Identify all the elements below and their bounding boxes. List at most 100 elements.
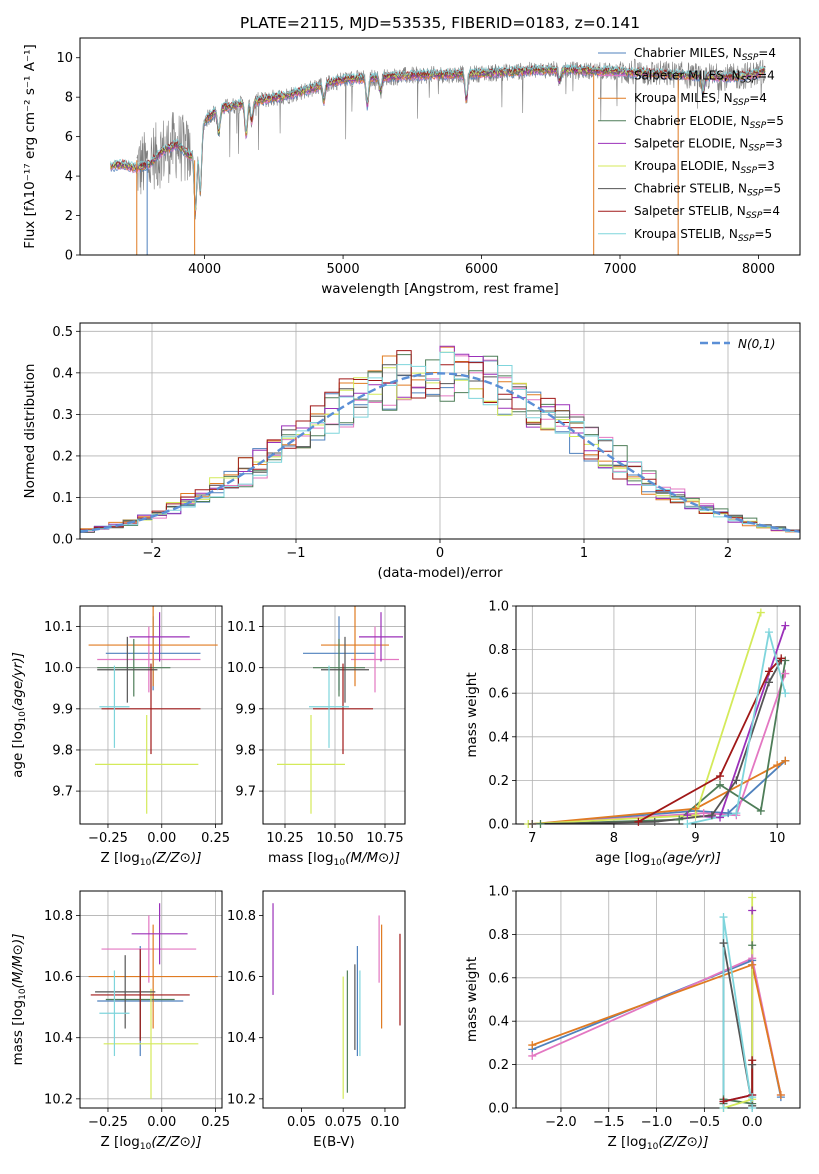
x-tick-label: 9 bbox=[691, 831, 699, 846]
y-tick-label: 10.6 bbox=[44, 970, 73, 985]
weight-line-4 bbox=[723, 910, 754, 1103]
weight-marker bbox=[719, 913, 728, 922]
weight-marker bbox=[707, 811, 716, 820]
age-vs-mass-grid bbox=[263, 606, 405, 824]
mass-vs-ebv-plot-area bbox=[272, 903, 401, 1099]
weight-line-6 bbox=[532, 660, 782, 824]
y-tick-label: 6 bbox=[65, 130, 73, 145]
y-tick-label: 1.0 bbox=[488, 885, 509, 900]
age-vs-mass-frame bbox=[262, 605, 406, 825]
x-tick-label: −0.25 bbox=[88, 1115, 128, 1130]
mass-weight-vs-z-frame bbox=[515, 890, 801, 1109]
y-tick-label: 9.8 bbox=[52, 743, 73, 758]
age-vs-mass-axes: 10.25 10.50 10.75 9.7 9.8 9.9 10.0 10.1 mass [lo… bbox=[227, 605, 406, 868]
x-tick-label: 1 bbox=[580, 546, 588, 561]
weight-marker bbox=[699, 809, 708, 818]
y-tick-label: 10 bbox=[56, 51, 73, 66]
weight-marker bbox=[719, 939, 728, 948]
weight-marker bbox=[716, 813, 725, 822]
legend-entry: N(0,1) bbox=[738, 337, 775, 351]
weight-marker bbox=[650, 817, 659, 826]
y-tick-label: 10.0 bbox=[227, 661, 256, 676]
histogram-series-6 bbox=[80, 364, 800, 533]
x-tick-label: 2 bbox=[724, 546, 732, 561]
weight-marker bbox=[748, 906, 757, 915]
y-tick-label: 0.3 bbox=[52, 408, 73, 423]
weight-marker bbox=[719, 1104, 728, 1112]
mass-vs-ebv-axes: 0.05 0.075 0.10 10.2 10.4 10.6 10.8 E(B-V) bbox=[227, 890, 406, 1150]
y-tick-label: 4 bbox=[65, 170, 73, 185]
mass-weight-vs-age-frame bbox=[515, 605, 801, 825]
legend-entry: Kroupa STELIB, NSSP=5 bbox=[634, 227, 772, 244]
x-tick-label: 0.00 bbox=[147, 1115, 176, 1130]
weight-marker bbox=[748, 960, 757, 969]
x-tick-label: −0.5 bbox=[689, 1115, 721, 1130]
weight-marker bbox=[683, 820, 692, 828]
mass-vs-ebv-frame bbox=[262, 890, 406, 1109]
y-tick-label: 0.4 bbox=[488, 730, 509, 745]
legend-entry: Salpeter ELODIE, NSSP=3 bbox=[634, 136, 783, 153]
weight-marker bbox=[756, 806, 765, 815]
y-tick-label: 10.0 bbox=[44, 661, 73, 676]
y-tick-label: 0.2 bbox=[52, 449, 73, 464]
legend-entry: Salpeter STELIB, NSSP=4 bbox=[634, 204, 780, 221]
weight-line-2 bbox=[532, 760, 786, 824]
spectrum-legend: Chabrier MILES, NSSP=4 Salpeter MILES, NS… bbox=[598, 46, 784, 244]
legend-entry: Kroupa MILES, NSSP=4 bbox=[634, 91, 767, 108]
mass-weight-vs-z-xlabel: Z [log10(Z/Z⊙)] bbox=[607, 1134, 708, 1152]
y-tick-label: 0.2 bbox=[488, 774, 509, 789]
y-tick-label: 8 bbox=[65, 91, 73, 106]
x-tick-label: −1 bbox=[286, 546, 305, 561]
residuals-ylabel: Normed distribution bbox=[22, 364, 38, 499]
y-tick-label: 0.6 bbox=[488, 971, 509, 986]
y-tick-label: 0.0 bbox=[488, 1102, 509, 1117]
mass-weight-vs-z-axes: −2.0 −1.5 −1.0 −0.5 0.0 0.0 0.2 0.4 0.6 0.8 1.0 Z [… bbox=[464, 885, 801, 1152]
age-vs-mass-plot-area bbox=[277, 606, 403, 814]
y-tick-label: 10.2 bbox=[44, 1092, 73, 1107]
weight-marker bbox=[528, 1051, 537, 1060]
x-tick-label: −1.0 bbox=[641, 1115, 673, 1130]
weight-marker bbox=[724, 809, 733, 818]
weight-marker bbox=[748, 1104, 757, 1112]
mass-vs-z-plot-area bbox=[88, 903, 218, 1099]
y-tick-label: 0.0 bbox=[52, 533, 73, 548]
mass-vs-z-ylabel: mass [log10(M/M⊙)] bbox=[10, 933, 28, 1065]
x-tick-label: 10.75 bbox=[366, 831, 403, 846]
weight-line-0 bbox=[532, 760, 786, 824]
y-tick-label: 9.9 bbox=[235, 702, 256, 717]
x-tick-label: 0.075 bbox=[325, 1115, 362, 1130]
residuals-xlabel: (data-model)/error bbox=[377, 565, 503, 581]
weight-marker bbox=[748, 1056, 757, 1065]
weight-marker bbox=[732, 809, 741, 818]
weight-marker bbox=[716, 772, 725, 781]
x-tick-label: 8000 bbox=[742, 262, 775, 277]
weight-marker bbox=[776, 1090, 785, 1099]
weight-marker bbox=[683, 811, 692, 820]
weight-marker bbox=[675, 815, 684, 824]
y-tick-label: 10.4 bbox=[44, 1031, 73, 1046]
weight-marker bbox=[781, 756, 790, 765]
age-vs-z-plot-area bbox=[88, 606, 218, 814]
legend-entry: Chabrier MILES, NSSP=4 bbox=[634, 46, 776, 63]
weight-marker bbox=[764, 667, 773, 676]
weight-marker bbox=[781, 621, 790, 630]
x-tick-label: 0.0 bbox=[742, 1115, 763, 1130]
age-vs-z-frame bbox=[79, 605, 223, 825]
y-tick-label: 10.1 bbox=[227, 620, 256, 635]
age-vs-z-grid bbox=[80, 606, 222, 824]
y-tick-label: 0.0 bbox=[488, 818, 509, 833]
x-tick-label: 5000 bbox=[327, 262, 360, 277]
weight-line-8 bbox=[722, 916, 754, 1108]
weight-marker bbox=[764, 628, 773, 637]
y-tick-label: 10.8 bbox=[44, 909, 73, 924]
x-tick-label: 6000 bbox=[465, 262, 498, 277]
y-tick-label: 10.2 bbox=[227, 1092, 256, 1107]
mass-weight-vs-age-axes: 7 8 9 10 0.0 0.2 0.4 0.6 0.8 1.0 age [log10(age/yr… bbox=[464, 600, 801, 868]
weight-line-7 bbox=[637, 657, 782, 823]
legend-entry: Salpeter MILES, NSSP=4 bbox=[634, 69, 775, 86]
y-tick-label: 10.6 bbox=[227, 970, 256, 985]
x-tick-label: 7 bbox=[528, 831, 536, 846]
y-tick-label: 0.6 bbox=[488, 687, 509, 702]
